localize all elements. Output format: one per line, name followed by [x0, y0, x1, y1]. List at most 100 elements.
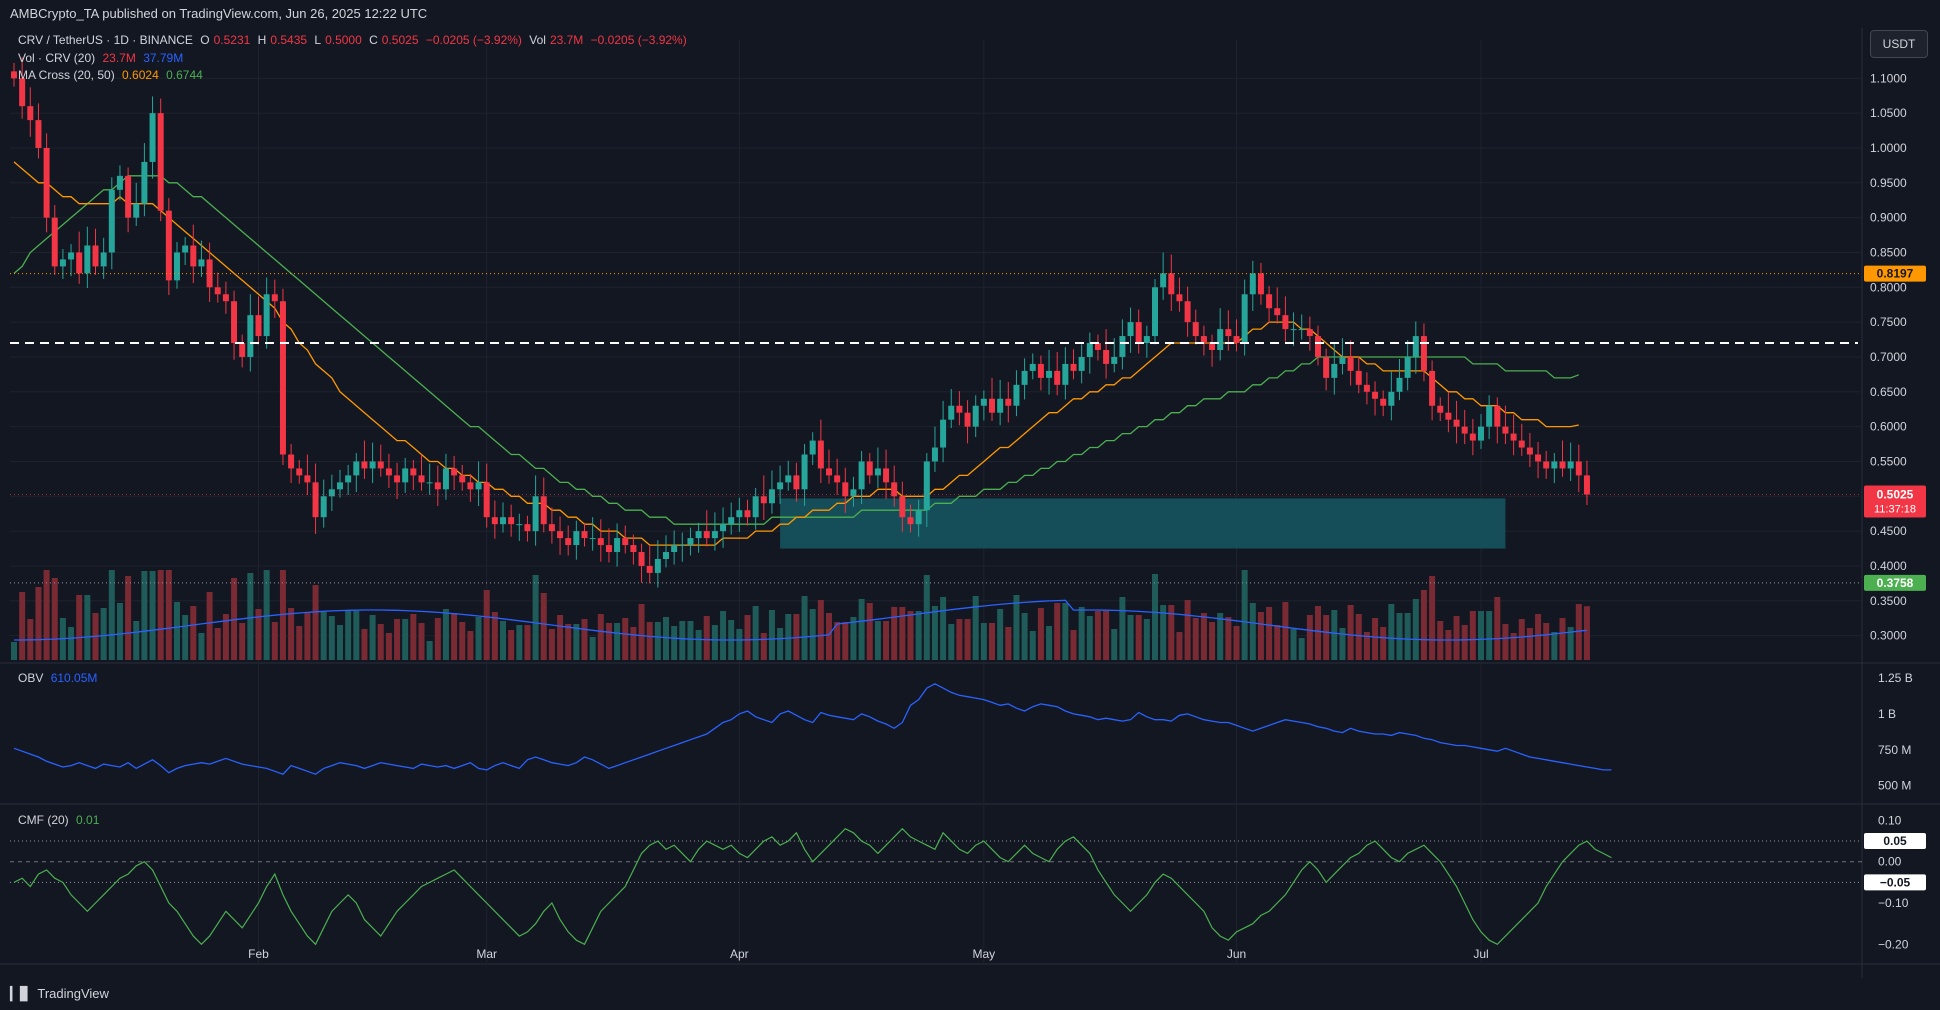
candle-body [768, 489, 775, 504]
candle-body [638, 552, 645, 566]
volume-bar [1184, 600, 1191, 660]
candle-body [858, 461, 865, 490]
candle-body [1005, 398, 1012, 406]
volume-bar [19, 592, 26, 660]
candle-body [418, 475, 425, 483]
volume-bar [695, 630, 702, 660]
candle-body [426, 482, 433, 484]
brand-label[interactable]: TradingView [37, 986, 109, 1001]
candle-body [801, 454, 808, 490]
volume-bar [214, 628, 221, 660]
price-tick-label: 0.7000 [1870, 350, 1907, 364]
volume-bar [1111, 629, 1118, 660]
candle-body [59, 259, 66, 267]
volume-bar [1233, 626, 1240, 660]
candle-body [646, 565, 653, 573]
candle-body [1429, 370, 1436, 406]
volume-bar [573, 624, 580, 660]
candle-body [891, 482, 898, 497]
candle-body [231, 301, 238, 344]
cmf-lower-badge: −0.05 [1880, 875, 1911, 889]
support-zone-layer [780, 498, 1506, 549]
candle-body [711, 531, 718, 539]
candle-body [989, 398, 995, 413]
volume-bar [1323, 615, 1330, 660]
level-low-badge: 0.3758 [1877, 576, 1914, 590]
symbol-label[interactable]: CRV / TetherUS · 1D · BINANCE [18, 33, 193, 47]
volume-bar [581, 619, 588, 660]
candle-body [1184, 301, 1191, 323]
candle-body [369, 461, 376, 469]
volume-bar [899, 607, 906, 660]
candle-body [614, 538, 621, 553]
volume-bar [1445, 630, 1452, 660]
volume-bar [100, 608, 107, 660]
candle-body [956, 405, 963, 413]
volume-bar [1209, 622, 1216, 660]
volume-bar [1372, 618, 1379, 660]
volume-bar [1070, 630, 1077, 660]
candle-body [198, 259, 205, 267]
candle-body [605, 545, 612, 553]
candle-body [1209, 343, 1216, 350]
candle-body [1249, 273, 1256, 295]
volume-bar [1086, 616, 1093, 660]
ma-cross-label: MA Cross (20, 50) [18, 68, 115, 82]
obv-tick-label: 1 B [1878, 707, 1896, 721]
volume-bar [451, 613, 458, 660]
candle-body [597, 538, 604, 546]
candle-body [385, 468, 392, 476]
candle-body [1274, 308, 1281, 316]
time-tick-label: Jul [1473, 947, 1488, 961]
volume-bar [1217, 613, 1224, 660]
cmf-tick-label: −0.10 [1878, 896, 1909, 910]
level-low-badge-bg [1864, 574, 1926, 591]
volume-bar [1510, 633, 1517, 660]
volume-bar [1062, 603, 1069, 660]
volume-bar [1298, 638, 1305, 660]
volume-bar [557, 615, 564, 660]
vol-label: Vol [529, 33, 546, 47]
volume-bar [842, 622, 849, 660]
candle-body [377, 461, 384, 469]
volume-bar [997, 609, 1004, 660]
volume-bar [385, 633, 392, 660]
volume-bar [744, 615, 751, 660]
volume-bar [1306, 615, 1313, 660]
volume-legend[interactable]: Vol · CRV (20) 23.7M 37.79M [18, 50, 187, 66]
volume-bar [247, 573, 254, 660]
tradingview-logo-icon[interactable]: ▎▊ [10, 986, 30, 1001]
cmf-legend[interactable]: CMF (20) 0.01 [18, 812, 103, 828]
obv-tick-label: 750 M [1878, 743, 1911, 757]
volume-bar [654, 622, 661, 660]
candle-body [157, 113, 164, 211]
volume-bar [288, 608, 295, 660]
candle-body [320, 496, 327, 518]
volume-bar [1412, 599, 1419, 660]
candle-body [1355, 370, 1362, 385]
candle-body [1363, 384, 1370, 392]
candle-body [394, 475, 401, 483]
open-label: O [200, 33, 210, 47]
currency-button[interactable]: USDT [1870, 30, 1928, 58]
candle-body [671, 545, 678, 553]
candle-body [1420, 336, 1427, 371]
volume-bar [1567, 627, 1574, 660]
candle-body [68, 252, 75, 260]
price-tick-label: 0.4500 [1870, 524, 1907, 538]
obv-legend[interactable]: OBV 610.05M [18, 670, 101, 686]
cmf-pane [10, 827, 1862, 946]
candle-body [1094, 343, 1101, 350]
candle-body [1062, 363, 1069, 385]
candle-body [1152, 287, 1158, 337]
candle-body [1372, 391, 1379, 399]
volume-bar [1152, 574, 1158, 660]
ma-cross-legend[interactable]: MA Cross (20, 50) 0.6024 0.6744 [18, 67, 207, 83]
candle-body [1200, 336, 1207, 344]
volume-bar [768, 610, 775, 660]
candle-body [1298, 329, 1305, 331]
candle-body [206, 259, 213, 288]
volume-ma-line [14, 599, 1588, 641]
volume-bar [1388, 604, 1395, 660]
